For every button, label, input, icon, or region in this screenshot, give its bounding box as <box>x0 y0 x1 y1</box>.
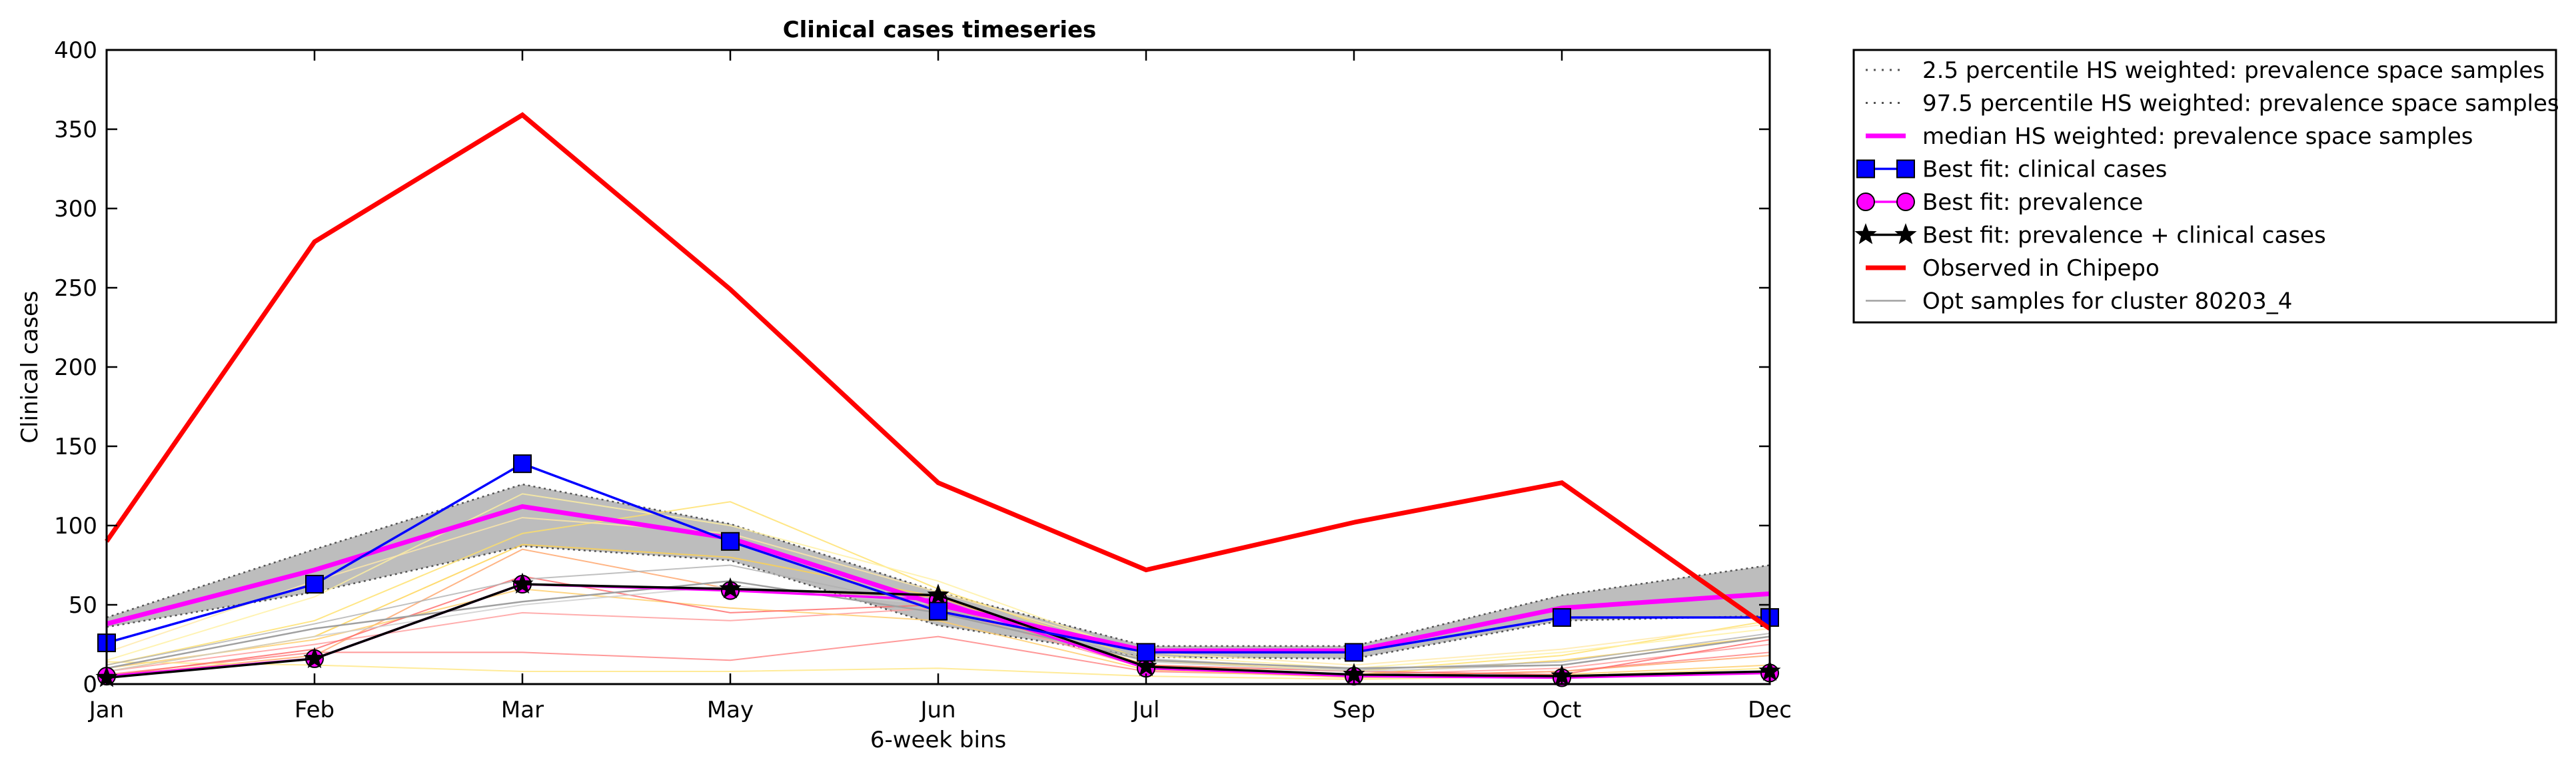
x-tick-label: Oct <box>1543 697 1582 723</box>
legend-label: 2.5 percentile HS weighted: prevalence s… <box>1922 57 2545 84</box>
legend-entry: Best fit: prevalence + clinical cases <box>1854 222 2326 249</box>
legend-entry: Opt samples for cluster 80203_4 <box>1866 288 2292 315</box>
data-point <box>305 575 324 594</box>
data-point <box>1137 643 1155 662</box>
y-axis-label: Clinical cases <box>17 290 43 443</box>
x-tick-label: Jan <box>88 697 124 723</box>
legend-label: Best fit: prevalence <box>1922 189 2143 216</box>
y-tick-label: 50 <box>69 592 97 619</box>
legend-marker <box>1854 223 1877 244</box>
legend-label: Best fit: clinical cases <box>1922 157 2167 183</box>
x-tick-label: Sep <box>1333 697 1375 723</box>
y-tick-label: 400 <box>54 37 97 64</box>
data-point <box>1135 655 1157 676</box>
x-axis: Jan Feb Mar May Jun Jul Sep Oct Dec <box>88 50 1792 723</box>
y-tick-label: 350 <box>54 117 97 143</box>
legend: 2.5 percentile HS weighted: prevalence s… <box>1852 49 2559 324</box>
data-point <box>511 572 534 594</box>
legend-entry: 2.5 percentile HS weighted: prevalence s… <box>1866 57 2545 84</box>
band-lower-line <box>106 545 1770 660</box>
legend-marker <box>1896 193 1915 211</box>
legend-marker <box>1856 159 1875 179</box>
x-tick-label: Dec <box>1748 697 1792 723</box>
y-tick-label: 150 <box>54 434 97 460</box>
legend-entry: Best fit: prevalence <box>1856 189 2143 216</box>
legend-box <box>1852 49 2557 324</box>
legend-marker <box>1896 159 1915 179</box>
x-tick-label: Jun <box>919 697 956 723</box>
y-tick-label: 100 <box>54 513 97 540</box>
legend-marker <box>1894 223 1917 244</box>
band-fill <box>107 484 1770 659</box>
confidence-band <box>106 483 1770 660</box>
legend-entry: 97.5 percentile HS weighted: prevalence … <box>1866 91 2559 117</box>
x-tick-label: Feb <box>295 697 334 723</box>
series-1 <box>97 454 1779 662</box>
y-tick-label: 300 <box>54 196 97 222</box>
data-point <box>927 583 950 605</box>
x-axis-label: 6-week bins <box>870 727 1006 753</box>
series-layer <box>95 112 1781 687</box>
data-point <box>929 601 948 621</box>
x-tick-label: Mar <box>501 697 544 723</box>
series-4 <box>105 112 1772 631</box>
data-point <box>303 647 326 669</box>
data-point <box>721 532 740 551</box>
legend-items: 2.5 percentile HS weighted: prevalence s… <box>1854 57 2559 315</box>
data-point <box>513 454 532 474</box>
y-tick-label: 200 <box>54 354 97 381</box>
legend-label: Opt samples for cluster 80203_4 <box>1922 288 2292 315</box>
chart-title: Clinical cases timeseries <box>783 17 1097 43</box>
legend-entry: median HS weighted: prevalence space sam… <box>1866 123 2473 150</box>
data-point <box>719 577 742 599</box>
sample-line <box>106 493 1770 669</box>
legend-label: Observed in Chipepo <box>1922 255 2160 282</box>
data-point <box>1553 608 1571 627</box>
series-line <box>105 112 1772 631</box>
legend-entry: Observed in Chipepo <box>1866 255 2160 282</box>
legend-label: 97.5 percentile HS weighted: prevalence … <box>1922 91 2559 117</box>
y-axis: 0 50 100 150 200 250 300 350 400 <box>54 37 1770 698</box>
x-tick-label: May <box>707 697 754 723</box>
plot-frame <box>107 50 1770 684</box>
legend-marker <box>1856 193 1875 211</box>
y-tick-label: 250 <box>54 275 97 302</box>
data-point <box>1345 643 1363 662</box>
legend-entry: Best fit: clinical cases <box>1856 157 2167 183</box>
x-tick-label: Jul <box>1131 697 1159 723</box>
legend-label: median HS weighted: prevalence space sam… <box>1922 123 2473 150</box>
y-tick-label: 0 <box>83 671 97 698</box>
legend-label: Best fit: prevalence + clinical cases <box>1922 222 2326 249</box>
plot-area <box>95 49 1781 687</box>
